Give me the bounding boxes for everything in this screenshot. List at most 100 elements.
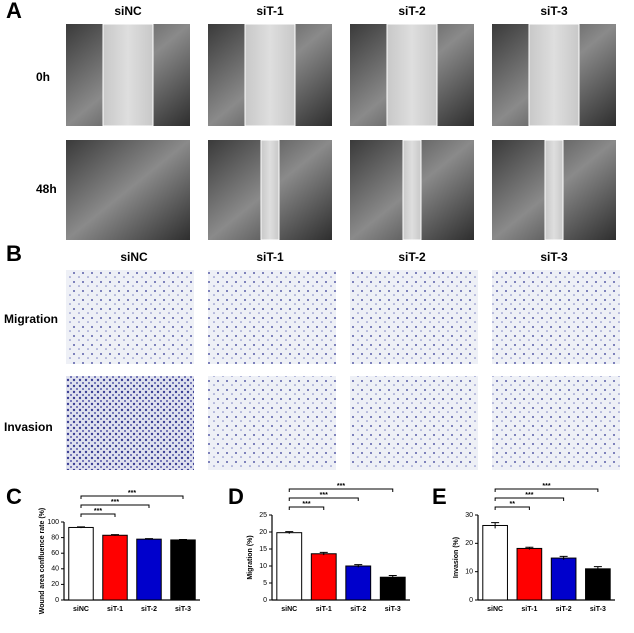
x-tick-label: siNC bbox=[281, 606, 297, 613]
panel-label: B bbox=[6, 241, 22, 266]
bar bbox=[68, 526, 94, 601]
panel-label: E bbox=[432, 484, 447, 509]
significance-bracket bbox=[494, 497, 565, 501]
significance-label: *** bbox=[111, 499, 119, 506]
error-bar bbox=[559, 555, 568, 560]
significance-bracket bbox=[288, 488, 394, 492]
x-tick-label: siT-3 bbox=[590, 606, 606, 613]
y-tick-label: 20 bbox=[51, 581, 59, 588]
wound-gap bbox=[244, 23, 296, 127]
column-label: siT-1 bbox=[256, 250, 284, 264]
error-bar bbox=[319, 551, 328, 556]
x-tick-label: siT-3 bbox=[385, 606, 401, 613]
micrograph bbox=[66, 376, 194, 470]
bar bbox=[379, 576, 406, 601]
wound-gap bbox=[386, 23, 438, 127]
y-tick-label: 15 bbox=[259, 546, 267, 553]
row-label: Migration bbox=[4, 312, 58, 326]
column-label: siT-3 bbox=[540, 4, 568, 18]
significance-bracket bbox=[288, 497, 359, 501]
significance-bracket bbox=[494, 506, 530, 510]
x-tick-label: siT-1 bbox=[316, 606, 332, 613]
y-tick-label: 0 bbox=[263, 597, 267, 604]
y-tick-label: 5 bbox=[263, 580, 267, 587]
bar bbox=[585, 568, 611, 601]
significance-label: ** bbox=[510, 501, 516, 508]
bar bbox=[310, 553, 337, 601]
column-label: siNC bbox=[120, 250, 148, 264]
panel-label: A bbox=[6, 0, 22, 23]
column-label: siT-2 bbox=[398, 250, 426, 264]
micrograph bbox=[492, 270, 620, 364]
y-tick-label: 20 bbox=[465, 540, 473, 547]
micrograph bbox=[66, 140, 190, 240]
y-tick-label: 60 bbox=[51, 550, 59, 557]
significance-label: *** bbox=[128, 490, 136, 497]
significance-bracket bbox=[288, 506, 325, 510]
significance-label: *** bbox=[525, 492, 533, 499]
column-label: siT-1 bbox=[256, 4, 284, 18]
y-tick-label: 20 bbox=[259, 529, 267, 536]
bar bbox=[345, 565, 372, 601]
y-tick-label: 25 bbox=[259, 512, 267, 519]
y-axis-label: Migration (%) bbox=[247, 535, 254, 579]
y-tick-label: 100 bbox=[47, 519, 59, 526]
significance-bracket bbox=[80, 495, 184, 499]
panel-label: C bbox=[6, 484, 22, 509]
significance-bracket bbox=[80, 504, 150, 508]
bar bbox=[550, 557, 577, 601]
x-tick-label: siT-2 bbox=[556, 606, 572, 613]
column-label: siT-2 bbox=[398, 4, 426, 18]
error-bar bbox=[179, 538, 187, 541]
micrograph bbox=[208, 376, 336, 470]
micrograph bbox=[350, 376, 478, 470]
bar bbox=[276, 532, 303, 601]
column-label: siNC bbox=[114, 4, 142, 18]
x-tick-label: siT-1 bbox=[521, 606, 537, 613]
significance-label: *** bbox=[94, 508, 102, 515]
wound-gap bbox=[402, 139, 422, 241]
error-bar bbox=[77, 526, 85, 529]
y-tick-label: 0 bbox=[55, 597, 59, 604]
bar bbox=[170, 539, 196, 601]
x-tick-label: siT-2 bbox=[350, 606, 366, 613]
x-tick-label: siNC bbox=[487, 606, 503, 613]
significance-label: *** bbox=[320, 492, 328, 499]
error-bar bbox=[388, 575, 397, 579]
error-bar bbox=[285, 531, 294, 534]
micrograph bbox=[492, 376, 620, 470]
error-bar bbox=[491, 522, 500, 529]
y-tick-label: 0 bbox=[469, 597, 473, 604]
wound-gap bbox=[260, 139, 280, 241]
micrograph bbox=[350, 270, 478, 364]
x-tick-label: siT-3 bbox=[175, 606, 191, 613]
significance-bracket bbox=[80, 513, 116, 517]
wound-gap bbox=[544, 139, 564, 241]
significance-bracket bbox=[494, 488, 599, 492]
row-label: 48h bbox=[36, 182, 57, 196]
y-tick-label: 10 bbox=[465, 569, 473, 576]
row-label: 0h bbox=[36, 70, 50, 84]
significance-label: *** bbox=[542, 483, 550, 490]
y-tick-label: 40 bbox=[51, 566, 59, 573]
micrograph bbox=[208, 270, 336, 364]
bar bbox=[136, 538, 162, 601]
x-tick-label: siT-1 bbox=[107, 606, 123, 613]
significance-label: *** bbox=[337, 483, 345, 490]
wound-gap bbox=[102, 23, 154, 127]
y-tick-label: 80 bbox=[51, 534, 59, 541]
error-bar bbox=[525, 546, 534, 550]
error-bar bbox=[593, 566, 602, 572]
y-tick-label: 30 bbox=[465, 512, 473, 519]
panel-label: D bbox=[228, 484, 244, 509]
error-bar bbox=[145, 538, 153, 540]
y-axis-label: Invasion (%) bbox=[453, 537, 460, 578]
row-label: Invasion bbox=[4, 420, 53, 434]
y-tick-label: 10 bbox=[259, 563, 267, 570]
x-tick-label: siT-2 bbox=[141, 606, 157, 613]
bar bbox=[102, 534, 128, 601]
micrograph bbox=[66, 270, 194, 364]
error-bar bbox=[111, 534, 119, 536]
x-tick-label: siNC bbox=[73, 606, 89, 613]
